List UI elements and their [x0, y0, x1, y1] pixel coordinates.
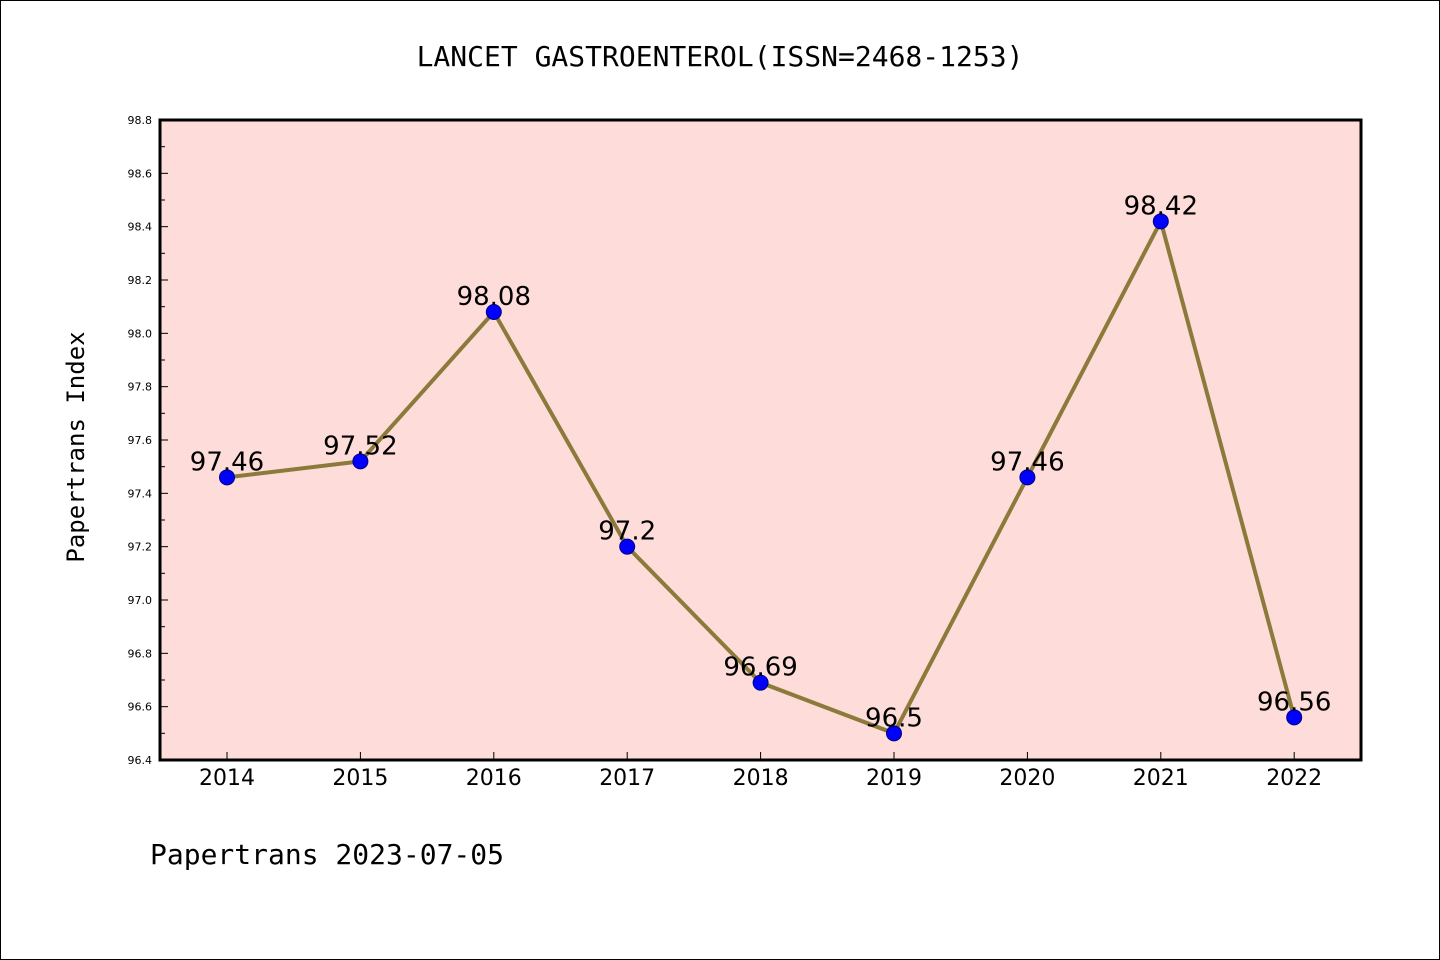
data-label: 97.52	[323, 431, 397, 461]
data-point	[752, 674, 769, 691]
data-label: 97.2	[598, 517, 656, 547]
y-tick-label: 97.2	[128, 541, 153, 554]
y-tick-label: 97.0	[128, 594, 153, 607]
y-tick-label: 97.4	[128, 487, 153, 500]
data-label: 97.46	[990, 447, 1064, 477]
y-tick-label: 98.0	[128, 327, 153, 340]
y-tick-label: 98.8	[128, 114, 153, 127]
data-labels: 97.46 97.52 98.08 97.2 96.69 96.5 97.46 98.42 96…	[190, 191, 1332, 733]
x-tick-label: 2022	[1266, 766, 1322, 791]
x-tick-label: 2020	[999, 766, 1055, 791]
data-point	[1019, 469, 1036, 486]
footer-date: Papertrans 2023-07-05	[150, 838, 504, 871]
data-label: 98.08	[457, 282, 531, 312]
x-tick-label: 2016	[466, 766, 522, 791]
data-label: 96.69	[723, 653, 797, 683]
data-label: 96.5	[865, 703, 923, 733]
x-tick-label: 2019	[866, 766, 922, 791]
data-markers	[219, 213, 1303, 742]
x-tick-label: 2014	[199, 766, 255, 791]
chart-title: LANCET GASTROENTEROL(ISSN=2468-1253)	[417, 40, 1024, 73]
x-tick-label: 2015	[332, 766, 388, 791]
y-tick-label: 98.4	[128, 221, 153, 234]
y-tick-label: 97.6	[128, 434, 153, 447]
data-point	[1152, 213, 1169, 230]
y-tick-label: 96.4	[128, 754, 153, 767]
y-tick-label: 98.2	[128, 274, 153, 287]
data-label: 98.42	[1124, 191, 1198, 221]
x-axis: 2014 2015 2016 2017 2018 2019 2020 2021 2022	[199, 752, 1322, 791]
x-tick-label: 2021	[1133, 766, 1189, 791]
x-tick-label: 2017	[599, 766, 655, 791]
x-tick-label: 2018	[733, 766, 789, 791]
data-point	[219, 469, 235, 486]
data-label: 97.46	[190, 447, 264, 477]
data-point	[619, 538, 636, 555]
y-axis-label: Papertrans Index	[62, 331, 90, 562]
y-tick-label: 98.6	[128, 167, 153, 180]
y-tick-label: 97.8	[128, 381, 153, 394]
data-point	[485, 304, 502, 320]
y-tick-label: 96.8	[128, 647, 153, 660]
y-tick-label: 96.6	[128, 701, 153, 714]
y-axis: 96.4 96.6 96.8 97.0 97.2 97.4 97.6 97.8 98.0 98.2…	[128, 114, 168, 767]
data-point	[1286, 709, 1303, 726]
data-label: 96.56	[1257, 687, 1331, 717]
data-point	[886, 725, 902, 742]
data-point	[352, 453, 369, 470]
